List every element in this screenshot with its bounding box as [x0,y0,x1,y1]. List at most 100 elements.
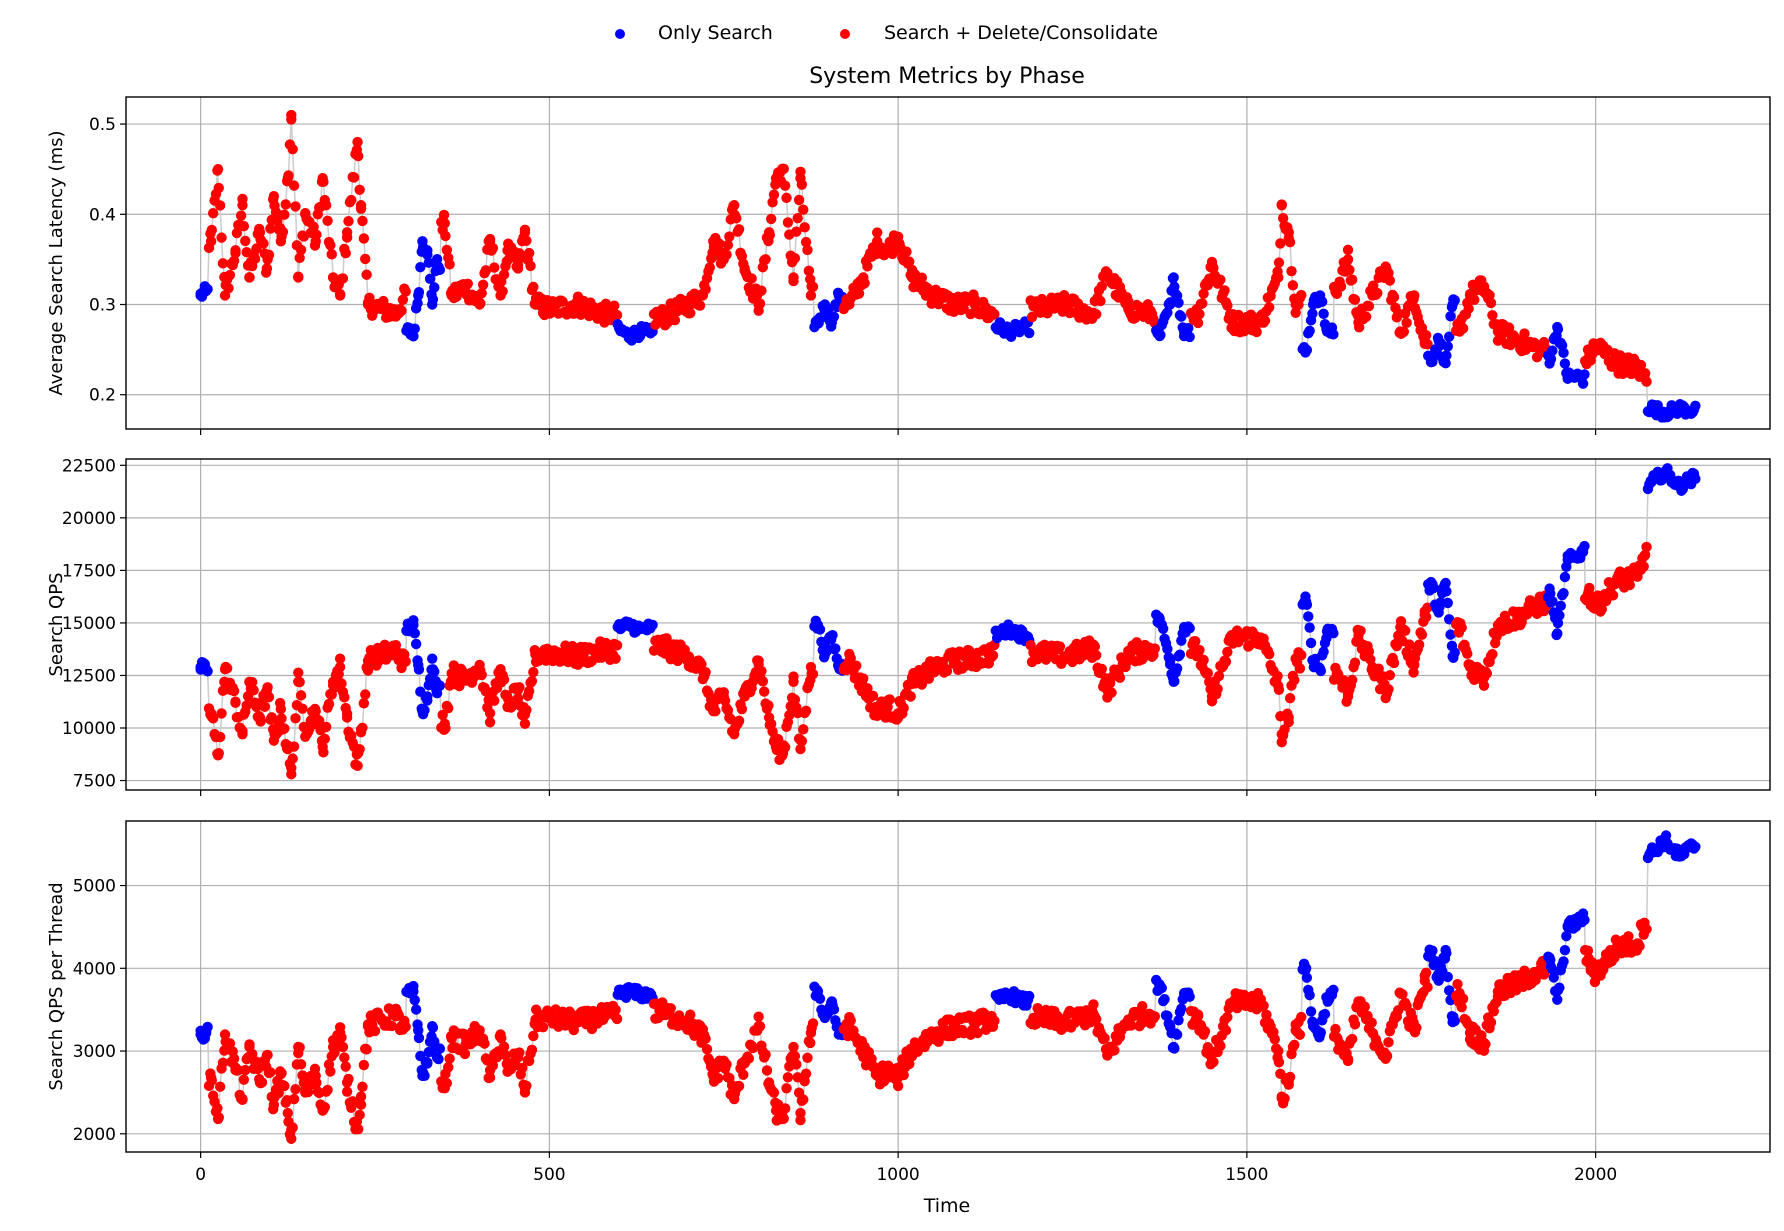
point-only-search [1547,596,1558,607]
point-search-delete [474,659,485,671]
point-only-search [1572,550,1584,561]
point-search-delete [287,753,298,764]
point-search-delete [708,705,719,717]
point-only-search [1552,628,1563,639]
point-search-delete [212,750,224,761]
point-only-search [1572,371,1584,382]
point-search-delete [800,705,812,716]
point-search-delete [1054,641,1066,652]
point-search-delete [733,224,745,235]
point-search-delete [724,231,735,242]
point-only-search [1304,325,1315,337]
point-search-delete [1519,328,1530,339]
point-search-delete [1464,661,1476,673]
panel-qps: 7500100001250015000175002000022500Search… [46,456,1771,796]
legend-label-search-delete: Search + Delete/Consolidate [884,22,1158,44]
point-search-delete [1144,642,1155,654]
point-search-delete [1617,368,1629,380]
point-only-search [1305,637,1317,649]
point-search-delete [1534,344,1546,355]
point-search-delete [1284,236,1296,248]
point-search-delete [230,697,241,708]
point-search-delete [1409,290,1420,301]
y-tick-label: 0.5 [89,115,116,135]
point-only-search [1558,347,1569,359]
point-only-search [1440,577,1451,589]
point-only-search [1688,472,1699,484]
point-search-delete [317,172,328,184]
point-search-delete [784,709,795,721]
point-search-delete [362,299,374,310]
point-search-delete [523,247,535,259]
point-search-delete [300,209,311,220]
point-search-delete [288,180,300,191]
point-search-delete [779,180,791,191]
point-search-delete [803,265,815,277]
point-search-delete [1463,303,1474,314]
point-search-delete [498,269,510,280]
point-search-delete [1464,290,1476,301]
point-search-delete [1202,667,1214,679]
point-search-delete [1060,299,1071,310]
point-search-delete [341,227,353,238]
point-search-delete [1255,632,1267,643]
point-search-delete [268,735,280,746]
point-search-delete [275,236,287,247]
point-search-delete [230,245,241,256]
point-only-search [819,649,831,660]
point-search-delete [400,656,411,667]
point-search-delete [941,665,953,677]
point-search-delete [770,172,782,184]
point-search-delete [214,200,226,211]
point-search-delete [297,703,308,714]
point-search-delete [1032,303,1043,315]
point-search-delete [235,210,247,221]
point-search-delete [611,309,623,321]
point-search-delete [1273,680,1284,692]
point-search-delete [327,676,339,687]
point-only-search [412,297,423,309]
point-search-delete [757,676,769,687]
point-search-delete [1478,672,1490,683]
legend: Only Search Search + Delete/Consolidate [615,22,1158,44]
point-search-delete [275,703,287,715]
point-search-delete [805,661,817,673]
point-search-delete [1289,674,1300,686]
point-search-delete [1332,281,1343,292]
point-search-delete [1263,649,1275,660]
point-only-search [826,630,838,641]
connector [294,206,298,246]
point-search-delete [1395,326,1406,337]
plot-frame [125,96,1771,430]
point-search-delete [1227,317,1239,328]
data-points [195,463,1701,780]
point-search-delete [521,704,532,716]
point-search-delete [609,300,620,311]
point-search-delete [1273,272,1284,283]
point-search-delete [261,684,273,696]
point-search-delete [444,259,455,270]
point-search-delete [789,252,801,264]
point-search-delete [317,741,328,753]
point-only-search [413,659,424,671]
point-search-delete [484,717,496,728]
point-only-search [1168,676,1179,687]
point-search-delete [1513,335,1525,346]
point-search-delete [439,718,450,729]
point-only-search [1178,621,1190,633]
point-search-delete [948,655,960,666]
point-only-search [812,619,824,631]
point-only-search [427,299,438,310]
point-search-delete [1197,298,1208,309]
markers [195,109,1701,423]
point-search-delete [683,299,695,310]
point-only-search [413,290,424,301]
point-search-delete [858,680,869,692]
point-search-delete [767,197,778,208]
connector [206,671,210,709]
point-only-search [422,691,433,702]
point-search-delete [1096,663,1107,675]
point-search-delete [1632,571,1643,582]
point-search-delete [793,194,805,206]
